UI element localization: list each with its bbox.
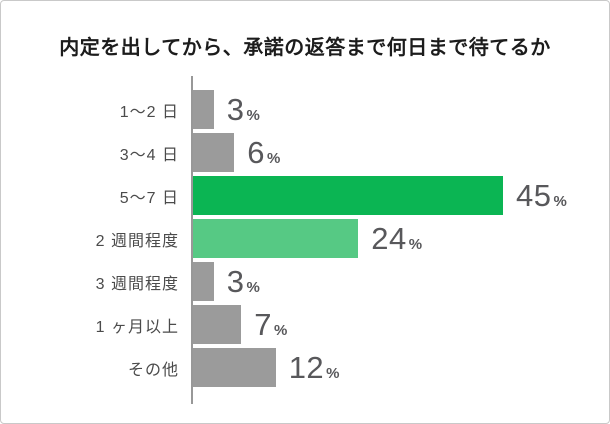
value-number: 24: [371, 220, 407, 256]
bar-row: 2 週間程度 24%: [1, 219, 609, 258]
bar-row: 1 ヶ月以上 7%: [1, 305, 609, 344]
bar-row: 1〜2 日 3%: [1, 90, 609, 129]
bar-track: 24%: [193, 219, 609, 258]
value-unit: %: [273, 321, 288, 339]
bar-chart: 1〜2 日 3% 3〜4 日 6% 5〜7 日 45% 2 週間程度: [1, 76, 609, 404]
value-label: 12%: [289, 350, 340, 386]
category-label: 1〜2 日: [119, 103, 179, 121]
value-unit: %: [267, 149, 281, 167]
value-label: 3%: [227, 264, 260, 300]
value-number: 3: [226, 263, 245, 299]
bar: [193, 305, 242, 344]
bar: [193, 262, 214, 301]
bar-track: 6%: [193, 133, 609, 172]
value-number: 7: [254, 306, 272, 342]
bar-track: 7%: [193, 305, 609, 344]
bar-row: 3〜4 日 6%: [1, 133, 609, 172]
category-label: その他: [127, 361, 179, 379]
value-unit: %: [326, 364, 340, 382]
bar-track: 3%: [193, 262, 609, 301]
bar-row: 5〜7 日 45%: [1, 176, 609, 215]
bar: [193, 348, 276, 387]
bar: [193, 133, 235, 172]
category-label: 3〜4 日: [119, 146, 179, 164]
value-number: 3: [226, 91, 245, 127]
bar-track: 45%: [193, 176, 609, 215]
bar-track: 3%: [193, 90, 609, 129]
category-label: 1 ヶ月以上: [95, 318, 179, 336]
value-label: 45%: [516, 178, 567, 214]
value-number: 45: [516, 177, 552, 213]
bar: [193, 219, 359, 258]
y-axis-line: [191, 76, 193, 404]
value-unit: %: [553, 192, 567, 210]
bar-row: その他 12%: [1, 348, 609, 387]
bar-row: 3 週間程度 3%: [1, 262, 609, 301]
chart-title: 内定を出してから、承諾の返答まで何日まで待てるか: [59, 37, 551, 59]
value-unit: %: [246, 106, 260, 124]
category-label: 5〜7 日: [119, 189, 179, 207]
value-label: 3%: [227, 92, 260, 128]
category-label: 3 週間程度: [95, 275, 179, 293]
value-unit: %: [408, 235, 423, 253]
bar-rows: 1〜2 日 3% 3〜4 日 6% 5〜7 日 45% 2 週間程度: [1, 90, 609, 387]
category-label: 2 週間程度: [95, 232, 179, 250]
value-number: 6: [247, 134, 266, 170]
value-unit: %: [246, 278, 260, 296]
bar: [193, 90, 214, 129]
value-label: 24%: [371, 221, 422, 257]
value-label: 6%: [247, 135, 280, 171]
bar-track: 12%: [193, 348, 609, 387]
bar: [193, 176, 503, 215]
value-label: 7%: [254, 307, 287, 343]
value-number: 12: [288, 349, 325, 385]
